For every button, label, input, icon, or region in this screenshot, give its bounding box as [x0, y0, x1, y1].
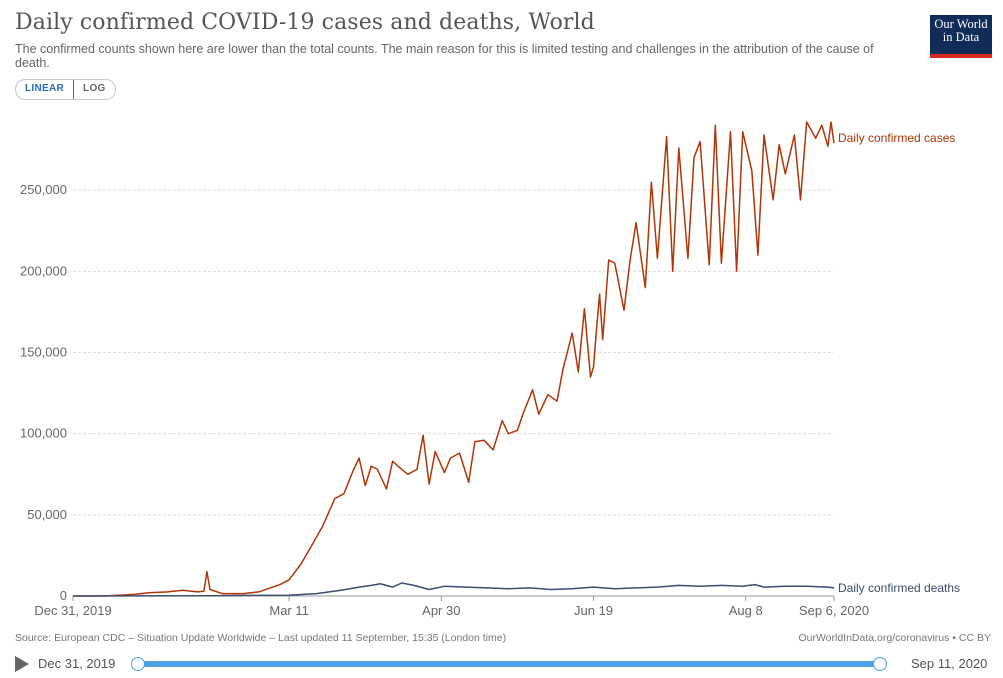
chart-subtitle: The confirmed counts shown here are lowe… [15, 42, 874, 70]
x-tick-label: Dec 31, 2019 [34, 603, 111, 618]
scale-toggle: LINEAR LOG [15, 79, 116, 100]
log-scale-button[interactable]: LOG [83, 83, 106, 94]
deaths-series-line [72, 582, 835, 597]
x-tick-label: Aug 8 [729, 603, 763, 618]
owid-logo[interactable]: Our World in Data [930, 15, 992, 58]
y-tick-label: 50,000 [27, 507, 67, 522]
play-icon[interactable] [15, 656, 29, 672]
timeline-end-handle[interactable] [873, 657, 887, 671]
logo-line-1: Our World [934, 17, 988, 31]
cases-series-line [73, 121, 835, 597]
y-tick-label: 0 [60, 588, 67, 603]
x-tick-label: Sep 6, 2020 [799, 603, 869, 618]
logo-line-2: in Data [942, 30, 980, 44]
cases-series-label: Daily confirmed cases [838, 131, 955, 145]
y-tick-label: 100,000 [20, 426, 67, 441]
deaths-series-label: Daily confirmed deaths [838, 581, 960, 595]
timeline: Dec 31, 2019 Sep 11, 2020 [15, 655, 995, 675]
timeline-start-label: Dec 31, 2019 [38, 656, 116, 671]
line-chart: 0 50,000 100,000 150,000 200,000 250,000 Dec 3… [20, 121, 960, 618]
linear-scale-button[interactable]: LINEAR [15, 80, 75, 99]
x-tick-label: Mar 11 [269, 603, 309, 618]
chart-title: Daily confirmed COVID-19 cases and death… [15, 10, 595, 35]
y-tick-label: 250,000 [20, 182, 67, 197]
source-note: Source: European CDC – Situation Update … [15, 632, 507, 644]
timeline-end-label: Sep 11, 2020 [911, 656, 988, 671]
source-link[interactable]: OurWorldInData.org/coronavirus • CC BY [798, 632, 991, 644]
y-tick-label: 150,000 [20, 345, 67, 360]
timeline-track[interactable] [137, 661, 880, 667]
y-tick-label: 200,000 [20, 263, 67, 278]
x-tick-label: Apr 30 [422, 603, 460, 618]
x-tick-label: Jun 19 [574, 603, 613, 618]
timeline-start-handle[interactable] [131, 657, 145, 671]
